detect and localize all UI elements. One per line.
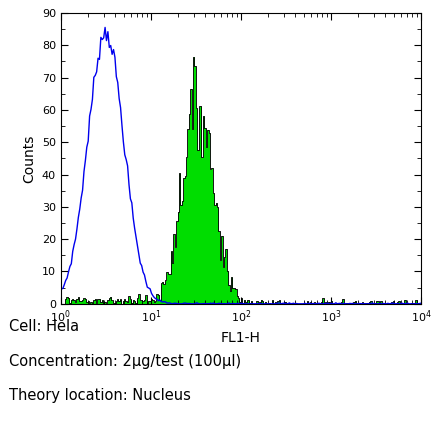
Y-axis label: Counts: Counts xyxy=(22,134,36,183)
Text: Theory location: Nucleus: Theory location: Nucleus xyxy=(9,388,191,404)
Text: Concentration: 2μg/test (100μl): Concentration: 2μg/test (100μl) xyxy=(9,354,241,369)
Text: Cell: Hela: Cell: Hela xyxy=(9,319,79,334)
X-axis label: FL1-H: FL1-H xyxy=(221,331,261,345)
